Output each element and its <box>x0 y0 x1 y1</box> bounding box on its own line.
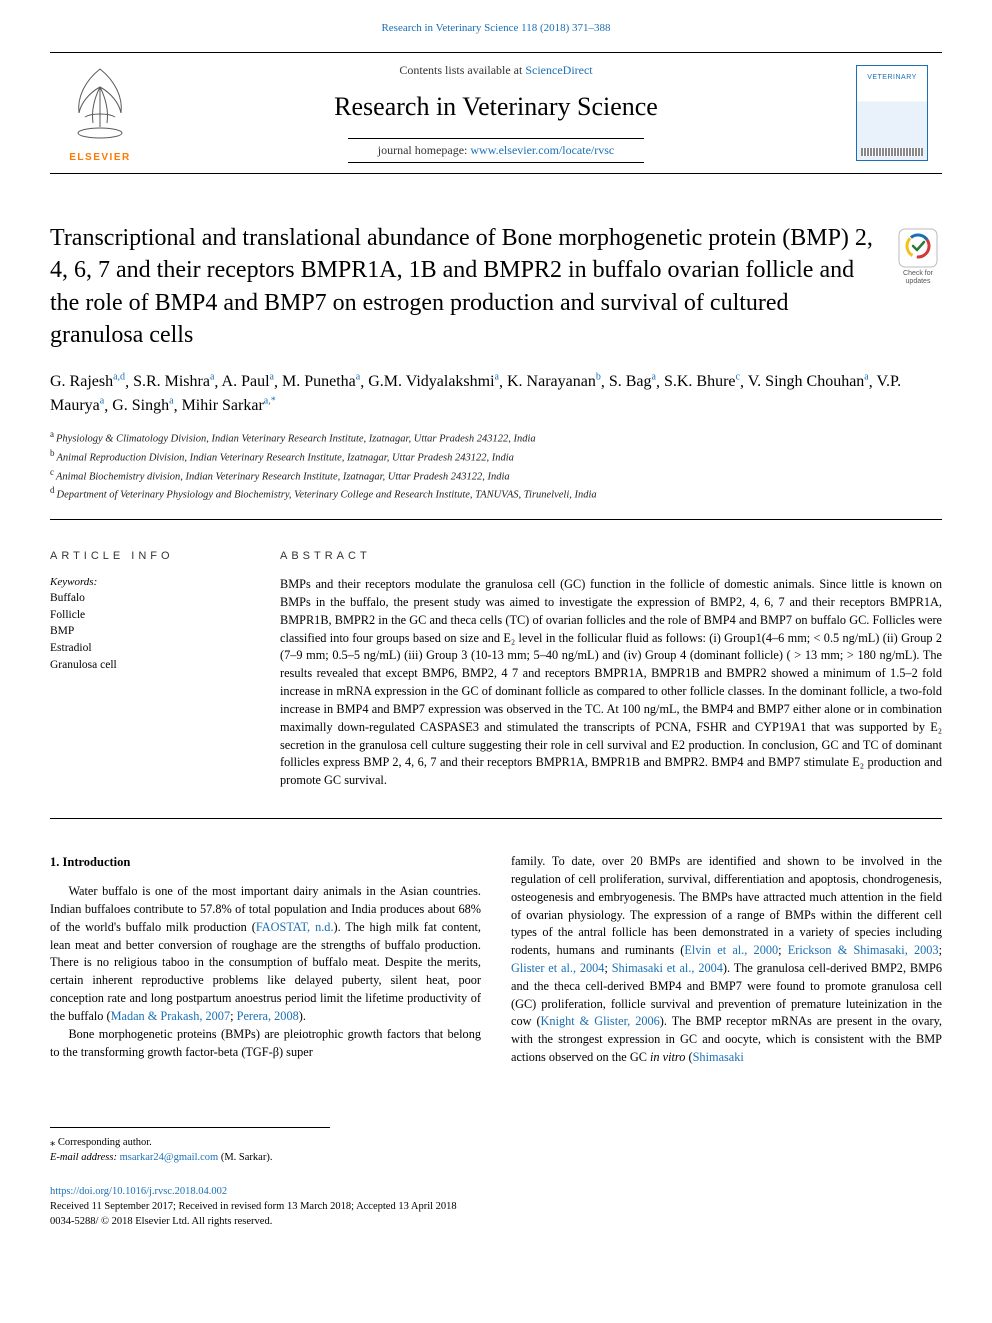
keywords-label: Keywords: <box>50 576 240 588</box>
affiliation: dDepartment of Veterinary Physiology and… <box>50 484 942 503</box>
cover-word: VETERINARY <box>861 74 923 81</box>
contents-available-line: Contents lists available at ScienceDirec… <box>399 63 592 78</box>
ref-link[interactable]: Glister et al., 2004 <box>511 961 604 975</box>
abstract-text: BMPs and their receptors modulate the gr… <box>280 576 942 790</box>
author: G.M. Vidyalakshmia <box>368 373 499 390</box>
ref-link[interactable]: Shimasaki et al., 2004 <box>612 961 723 975</box>
ref-link[interactable]: Knight & Glister, 2006 <box>541 1014 660 1028</box>
ref-link[interactable]: Erickson & Shimasaki, 2003 <box>788 943 939 957</box>
affiliation: bAnimal Reproduction Division, Indian Ve… <box>50 447 942 466</box>
journal-homepage-link[interactable]: www.elsevier.com/locate/rvsc <box>470 143 614 157</box>
updates-badge-text: Check forupdates <box>903 270 933 285</box>
body-paragraph: family. To date, over 20 BMPs are identi… <box>511 853 942 1067</box>
divider <box>50 818 942 819</box>
article-info-heading: ARTICLE INFO <box>50 550 240 562</box>
affiliation-list: aPhysiology & Climatology Division, Indi… <box>50 428 942 503</box>
author: G. Singha <box>112 397 173 414</box>
abstract-block: ABSTRACT BMPs and their receptors modula… <box>280 550 942 790</box>
info-abstract-row: ARTICLE INFO Keywords: BuffaloFollicleBM… <box>50 550 942 790</box>
author: S.K. Bhurec <box>664 373 740 390</box>
author: G. Rajesha,d <box>50 373 125 390</box>
body-paragraph: Water buffalo is one of the most importa… <box>50 883 481 1026</box>
section-heading-intro: 1. Introduction <box>50 853 481 871</box>
homepage-prefix: journal homepage: <box>378 143 471 157</box>
check-for-updates-badge[interactable]: Check forupdates <box>894 228 942 285</box>
crossmark-icon <box>898 228 938 268</box>
cover-thumb-block: VETERINARY <box>842 53 942 173</box>
author: S. Baga <box>609 373 656 390</box>
author-aff-link[interactable]: a <box>652 372 656 383</box>
contents-prefix: Contents lists available at <box>399 63 525 77</box>
sciencedirect-link[interactable]: ScienceDirect <box>525 63 592 77</box>
author: S.R. Mishraa <box>133 373 214 390</box>
article-footer: https://doi.org/10.1016/j.rvsc.2018.04.0… <box>50 1185 942 1229</box>
author-aff-link[interactable]: a <box>270 372 274 383</box>
journal-banner: ELSEVIER Contents lists available at Sci… <box>50 52 942 174</box>
author-aff-link[interactable]: b <box>596 372 601 383</box>
doi-link[interactable]: https://doi.org/10.1016/j.rvsc.2018.04.0… <box>50 1186 227 1197</box>
journal-title: Research in Veterinary Science <box>334 92 658 122</box>
author-aff-link[interactable]: a <box>210 372 214 383</box>
publisher-wordmark: ELSEVIER <box>69 152 130 163</box>
author-list: G. Rajesha,d, S.R. Mishraa, A. Paula, M.… <box>50 370 942 419</box>
article-history: Received 11 September 2017; Received in … <box>50 1200 942 1215</box>
ref-link[interactable]: Elvin et al., 2000 <box>684 943 778 957</box>
email-link[interactable]: msarkar24@gmail.com <box>120 1152 219 1163</box>
ref-link[interactable]: FAOSTAT, n.d. <box>256 920 334 934</box>
keyword: Follicle <box>50 607 240 624</box>
author: V. Singh Chouhana <box>748 373 869 390</box>
author-aff-link[interactable]: c <box>736 372 740 383</box>
publisher-logo-block: ELSEVIER <box>50 53 150 173</box>
author-aff-link[interactable]: a <box>356 372 360 383</box>
journal-cover-thumbnail: VETERINARY <box>856 65 928 161</box>
corr-author-label: ⁎ Corresponding author. <box>50 1136 330 1151</box>
copyright-line: 0034-5288/ © 2018 Elsevier Ltd. All righ… <box>50 1215 942 1230</box>
divider <box>50 519 942 520</box>
banner-center: Contents lists available at ScienceDirec… <box>150 53 842 173</box>
author-aff-link[interactable]: a,* <box>264 396 276 407</box>
author-aff-link[interactable]: a,d <box>113 372 125 383</box>
abstract-heading: ABSTRACT <box>280 550 942 562</box>
journal-homepage-line: journal homepage: www.elsevier.com/locat… <box>348 138 644 163</box>
keyword: BMP <box>50 623 240 640</box>
author: A. Paula <box>222 373 274 390</box>
author-aff-link[interactable]: a <box>864 372 868 383</box>
author: M. Punethaa <box>282 373 360 390</box>
keyword: Granulosa cell <box>50 657 240 674</box>
ref-link[interactable]: Shimasaki <box>693 1050 744 1064</box>
author-aff-link[interactable]: a <box>495 372 499 383</box>
affiliation: aPhysiology & Climatology Division, Indi… <box>50 428 942 447</box>
keyword: Buffalo <box>50 590 240 607</box>
body-paragraph: Bone morphogenetic proteins (BMPs) are p… <box>50 1026 481 1062</box>
cover-barcode <box>861 148 923 156</box>
author-aff-link[interactable]: a <box>100 396 104 407</box>
author-aff-link[interactable]: a <box>169 396 173 407</box>
ref-link[interactable]: Madan & Prakash, 2007 <box>111 1009 231 1023</box>
elsevier-tree-icon <box>65 63 135 141</box>
ref-link[interactable]: Perera, 2008 <box>237 1009 299 1023</box>
keywords-list: BuffaloFollicleBMPEstradiolGranulosa cel… <box>50 590 240 673</box>
affiliation: cAnimal Biochemistry division, Indian Ve… <box>50 466 942 485</box>
author: Mihir Sarkara,* <box>182 397 276 414</box>
corresponding-author-footnote: ⁎ Corresponding author. E-mail address: … <box>50 1127 330 1165</box>
author: K. Narayananb <box>507 373 601 390</box>
article-body: 1. Introduction Water buffalo is one of … <box>50 853 942 1067</box>
corr-author-email-line: E-mail address: msarkar24@gmail.com (M. … <box>50 1151 330 1166</box>
keyword: Estradiol <box>50 640 240 657</box>
running-head-citation: Research in Veterinary Science 118 (2018… <box>0 0 992 52</box>
article-info-block: ARTICLE INFO Keywords: BuffaloFollicleBM… <box>50 550 240 790</box>
article-title: Transcriptional and translational abunda… <box>50 222 876 352</box>
